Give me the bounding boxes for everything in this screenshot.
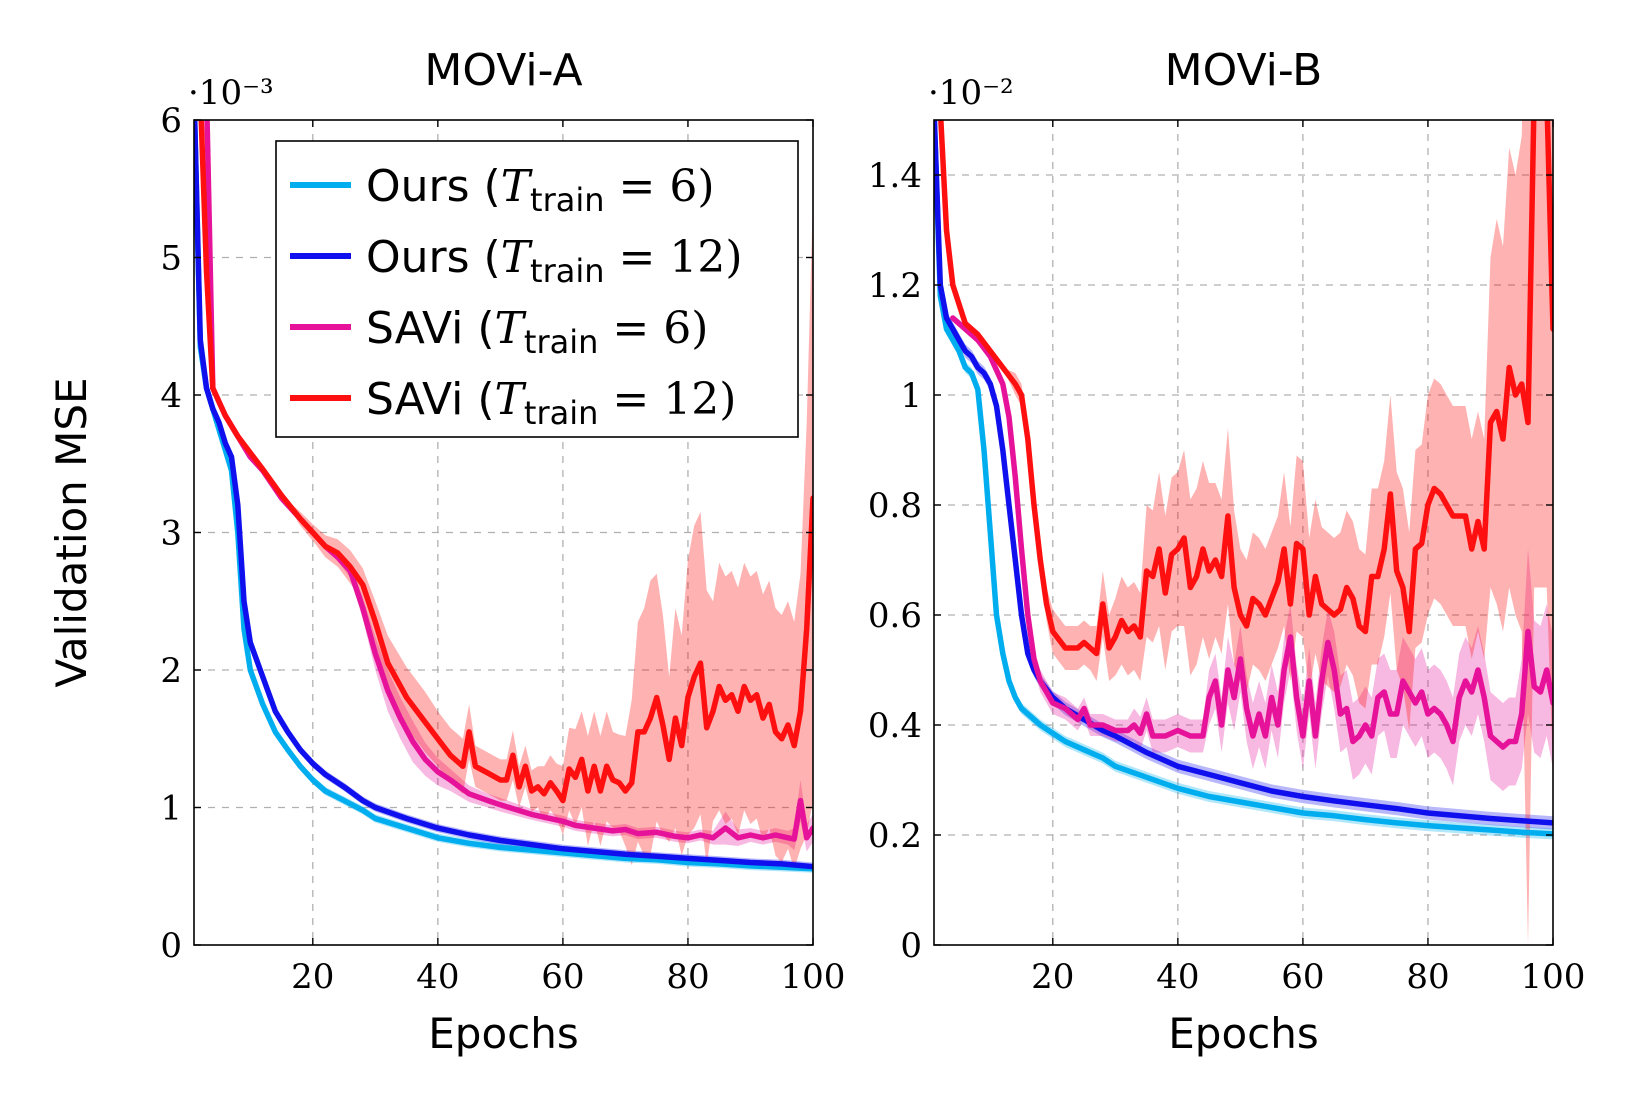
x-tick-label: 20: [1031, 957, 1074, 997]
series-line-3: [198, 120, 813, 804]
y-tick-label: 2: [160, 651, 182, 691]
y-tick-label: 1.2: [868, 266, 922, 306]
x-tick-label: 40: [416, 957, 459, 997]
series-line-0: [194, 120, 813, 872]
y-tick-label: 6: [160, 101, 182, 141]
y-tick-label: 0.8: [868, 486, 922, 526]
y-tick-label: 1: [900, 376, 922, 416]
chart-title: MOVi-A: [424, 45, 582, 96]
y-tick-label: 1.4: [868, 156, 922, 196]
series-band-2: [952, 318, 1553, 791]
series-band-3: [201, 120, 813, 870]
y-axis-label: Validation MSE: [47, 377, 96, 687]
x-tick-label: 100: [781, 957, 846, 997]
x-axis-label: Epochs: [1168, 1009, 1319, 1058]
x-tick-label: 80: [666, 957, 709, 997]
legend-box: [275, 140, 799, 438]
legend-entry-label: Ours (Ttrain = 12): [366, 232, 743, 290]
legend-entry-label: SAVi (Ttrain = 12): [366, 374, 736, 432]
chart-title: MOVi-B: [1165, 45, 1323, 96]
y-tick-label: 4: [160, 376, 182, 416]
x-tick-label: 100: [1521, 957, 1586, 997]
series-line-3: [938, 120, 1553, 657]
series-line-1: [194, 120, 813, 870]
x-tick-label: 60: [541, 957, 584, 997]
x-tick-label: 40: [1156, 957, 1199, 997]
x-tick-label: 60: [1281, 957, 1324, 997]
legend: Ours (Ttrain = 6) Ours (Ttrain = 12) SAVi …: [275, 140, 799, 438]
chart-movi-a: 20 40 60 80 100 0 1 2 3 4 5 6 MOVi-A Epochs Validat…: [47, 45, 845, 1058]
y-scale-factor: ·10⁻²: [928, 73, 1014, 113]
y-tick-label: 0: [160, 926, 182, 966]
series-band-3: [940, 120, 1553, 945]
legend-entry-label: SAVi (Ttrain = 6): [366, 303, 708, 361]
plot-frame: [933, 119, 1554, 946]
x-tick-label: 80: [1406, 957, 1449, 997]
y-scale-factor: ·10⁻³: [188, 73, 274, 113]
y-tick-label: 3: [160, 514, 182, 554]
series-line-0: [934, 120, 1553, 837]
y-tick-label: 5: [160, 239, 182, 279]
legend-entry-label: Ours (Ttrain = 6): [366, 161, 715, 219]
x-tick-label: 20: [291, 957, 334, 997]
chart-movi-b: 20 40 60 80 100 0 0.2 0.4 0.6 0.8 1 1.2 1.4 MOVi-B E…: [868, 45, 1586, 1058]
y-tick-label: 0.2: [868, 816, 922, 856]
series-line-2: [950, 315, 1553, 750]
y-tick-label: 0.6: [868, 596, 922, 636]
x-axis-label: Epochs: [428, 1009, 579, 1058]
y-tick-label: 0.4: [868, 706, 922, 746]
y-tick-label: 0: [900, 926, 922, 966]
y-tick-label: 1: [160, 789, 182, 829]
